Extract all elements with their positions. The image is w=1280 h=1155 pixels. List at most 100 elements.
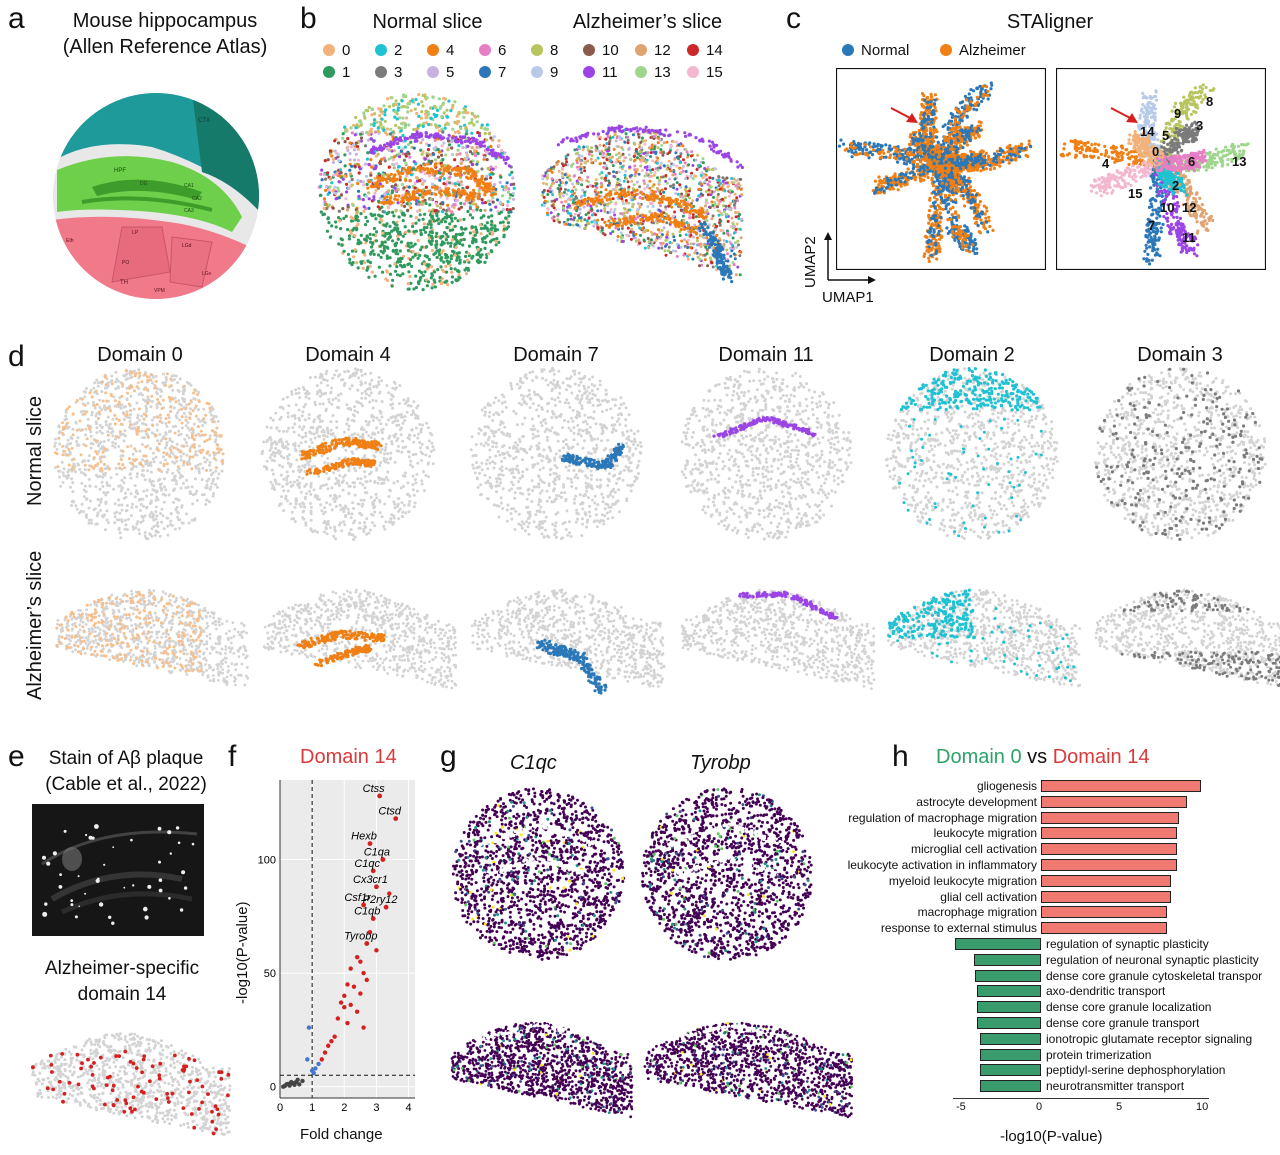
panel-letter-d: d <box>8 340 25 374</box>
go-bar <box>1041 874 1171 887</box>
background-cells <box>1094 588 1280 687</box>
expression-cells <box>450 1021 634 1119</box>
legend-cluster-label: 14 <box>706 42 723 59</box>
legend-cluster-dot <box>531 66 543 78</box>
go-x-tick: 5 <box>1116 1101 1122 1113</box>
volcano-point-ns <box>300 1078 305 1084</box>
go-term-label: macrophage migration <box>918 905 1037 919</box>
volcano-point-sig <box>332 1034 337 1039</box>
umap-cluster-label-9: 9 <box>1174 106 1181 121</box>
umap-cluster-label-12: 12 <box>1182 200 1196 215</box>
go-term-label: ionotropic glutamate receptor signaling <box>1046 1032 1252 1046</box>
panel-letter-h: h <box>892 740 909 774</box>
alzheimer-slice-clusters-plot <box>540 124 744 284</box>
panel-a-title: Mouse hippocampus (Allen Reference Atlas… <box>50 8 280 60</box>
volcano-point-sig <box>322 1050 328 1055</box>
legend-cluster-dot <box>687 44 699 56</box>
atlas-label-ctx: CTX <box>198 118 210 124</box>
volcano-point-ns <box>292 1082 297 1088</box>
go-term-label: dense core granule localization <box>1046 1000 1211 1014</box>
go-bar <box>1041 780 1201 792</box>
umap-cluster-label-10: 10 <box>1160 200 1174 215</box>
atlas-label-hpf: HPF <box>114 168 126 174</box>
legend-cluster-dot <box>375 66 387 78</box>
volcano-point-P2ry12 <box>383 904 389 910</box>
legend-cluster-9: 9 <box>531 64 558 81</box>
legend-normal: Normal <box>842 42 909 59</box>
legend-cluster-1: 1 <box>323 64 350 81</box>
legend-cluster-13: 13 <box>635 64 671 81</box>
volcano-point-C1qa <box>380 857 386 862</box>
volcano-point-sig <box>338 1000 344 1005</box>
expression-cells <box>641 787 813 961</box>
panel-b-alz-title: Alzheimer’s slice <box>550 9 745 35</box>
y-tick-label: 0 <box>270 1082 276 1094</box>
umap-by-domain-plot <box>1056 68 1266 270</box>
gene-label-Cx3cr1: Cx3cr1 <box>353 874 388 886</box>
go-term-label: axo-dendritic transport <box>1046 984 1165 998</box>
background-cells <box>262 588 458 690</box>
go-term-label: regulation of macrophage migration <box>848 811 1037 825</box>
umap-arm-condition-overlay <box>939 152 987 171</box>
umap-cluster-label-0: 0 <box>1152 144 1159 159</box>
legend-cluster-dot <box>375 44 387 56</box>
volcano-point-sig <box>329 1039 334 1044</box>
go-bar <box>1041 795 1187 808</box>
y-tick-label: 100 <box>258 855 276 867</box>
go-term-label: myeloid leukocyte migration <box>889 874 1037 888</box>
legend-cluster-label: 3 <box>394 64 402 81</box>
x-tick-label: 2 <box>341 1102 347 1114</box>
domain-title-5: Domain 3 <box>1080 344 1280 367</box>
x-tick-label: 1 <box>309 1102 315 1114</box>
atlas-label-vpm: VPM <box>154 288 165 294</box>
alz-dg-band-upper <box>573 188 708 220</box>
umap-cluster-label-6: 6 <box>1188 154 1195 169</box>
gene-label-c1qc: C1qc <box>510 752 557 775</box>
go-term-label: astrocyte development <box>916 795 1037 809</box>
domain-title-line1: Alzheimer-specific <box>22 956 222 982</box>
volcano-point-sig <box>351 984 357 989</box>
background-cells <box>680 588 876 690</box>
tyrobp-alzheimer-expression-plot <box>643 1021 854 1119</box>
abeta-plaque-stain-image <box>32 804 204 936</box>
domain-cells <box>898 367 1043 538</box>
atlas-label-ca1: CA1 <box>184 183 194 189</box>
atlas-label-po: PO <box>122 260 129 266</box>
background-cells <box>260 367 436 541</box>
domain-normal-plot <box>1094 367 1267 541</box>
go-bar <box>954 938 1041 950</box>
legend-cluster-14: 14 <box>687 42 723 59</box>
volcano-point-ns <box>282 1083 288 1089</box>
legend-alzheimer-dot <box>940 44 952 56</box>
volcano-point-sig <box>358 959 363 964</box>
domain-alz-plot <box>55 588 250 687</box>
go-term-label: gliogenesis <box>977 779 1037 793</box>
legend-cluster-8: 8 <box>531 42 558 59</box>
gene-label-P2ry12: P2ry12 <box>363 894 398 906</box>
umap-axes-arrows <box>824 232 876 284</box>
volcano-point-C1qb <box>370 916 376 921</box>
legend-cluster-dot <box>427 44 439 56</box>
legend-cluster-label: 6 <box>498 42 506 59</box>
go-x-axis <box>953 1098 1209 1099</box>
domain-title-3: Domain 11 <box>666 344 866 367</box>
volcano-point-ns <box>295 1077 300 1083</box>
legend-cluster-dot <box>427 66 439 78</box>
go-xlabel: -log10(P-value) <box>1000 1128 1103 1145</box>
go-bar <box>1041 922 1168 935</box>
umap-cluster-label-13: 13 <box>1232 154 1246 169</box>
domain-band <box>738 590 839 620</box>
go-bar <box>977 1017 1041 1029</box>
domain-normal-plot <box>53 368 225 541</box>
umap-frame <box>1056 68 1266 270</box>
alz-slice-cells <box>540 128 744 277</box>
umap-cluster-label-15: 15 <box>1128 186 1142 201</box>
go-bar <box>1041 843 1177 856</box>
gene-label-tyrobp: Tyrobp <box>690 752 751 775</box>
volcano-point-sig <box>326 1043 331 1048</box>
background-cells <box>470 588 666 688</box>
panel-letter-g: g <box>440 740 457 774</box>
volcano-point-lowfc <box>316 1061 321 1067</box>
domain-band <box>560 442 625 470</box>
umap1-label: UMAP1 <box>822 289 874 306</box>
